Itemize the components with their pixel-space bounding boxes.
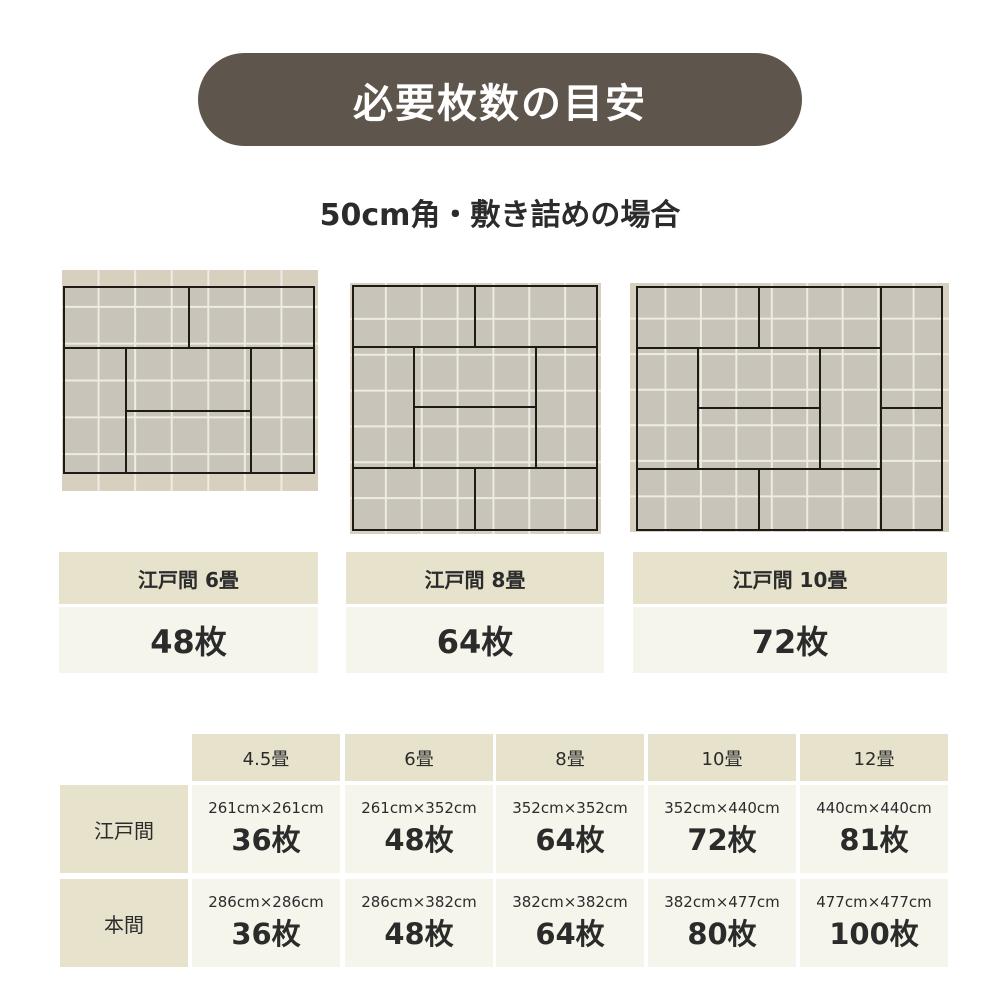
- tile-count: 36枚: [231, 823, 301, 857]
- column-header: 6畳: [345, 734, 493, 781]
- card-6jo: 江戸間 6畳 48枚: [59, 552, 318, 673]
- card-8jo: 江戸間 8畳 64枚: [346, 552, 604, 673]
- card-count: 72枚: [633, 607, 947, 673]
- room-size: 286cm×286cm: [208, 893, 324, 911]
- layout-diagram-10jo: [630, 283, 949, 532]
- room-size: 352cm×352cm: [512, 799, 628, 817]
- table-cell: 286cm×382cm 48枚: [345, 879, 493, 967]
- card-label: 江戸間 10畳: [633, 552, 947, 604]
- tile-count: 48枚: [384, 917, 454, 951]
- tile-count: 72枚: [687, 823, 757, 857]
- room-size: 261cm×261cm: [208, 799, 324, 817]
- tile-count: 64枚: [535, 823, 605, 857]
- card-count: 64枚: [346, 607, 604, 673]
- table-cell: 382cm×382cm 64枚: [496, 879, 644, 967]
- tile-count: 100枚: [829, 917, 919, 951]
- column-header: 8畳: [496, 734, 644, 781]
- table-cell: 352cm×440cm 72枚: [648, 785, 796, 873]
- table-cell: 477cm×477cm 100枚: [800, 879, 948, 967]
- tile-count: 80枚: [687, 917, 757, 951]
- column-header: 12畳: [800, 734, 948, 781]
- card-label: 江戸間 8畳: [346, 552, 604, 604]
- subtitle: 50cm角・敷き詰めの場合: [319, 198, 681, 233]
- room-size: 286cm×382cm: [361, 893, 477, 911]
- card-10jo: 江戸間 10畳 72枚: [633, 552, 947, 673]
- card-label: 江戸間 6畳: [59, 552, 318, 604]
- title: 必要枚数の目安: [353, 80, 647, 127]
- room-size: 382cm×477cm: [664, 893, 780, 911]
- layout-diagram-6jo: [62, 270, 318, 491]
- room-size: 382cm×382cm: [512, 893, 628, 911]
- tile-count: 48枚: [384, 823, 454, 857]
- row-header: 江戸間: [60, 785, 188, 873]
- table-cell: 382cm×477cm 80枚: [648, 879, 796, 967]
- row-header: 本間: [60, 879, 188, 967]
- layout-diagram-8jo: [350, 283, 601, 534]
- tile-count: 36枚: [231, 917, 301, 951]
- card-count: 48枚: [59, 607, 318, 673]
- room-size: 261cm×352cm: [361, 799, 477, 817]
- table-cell: 440cm×440cm 81枚: [800, 785, 948, 873]
- table-cell: 261cm×261cm 36枚: [192, 785, 340, 873]
- table-cell: 261cm×352cm 48枚: [345, 785, 493, 873]
- title-banner: 必要枚数の目安: [198, 53, 802, 146]
- column-header: 10畳: [648, 734, 796, 781]
- room-size: 352cm×440cm: [664, 799, 780, 817]
- room-size: 440cm×440cm: [816, 799, 932, 817]
- table-cell: 286cm×286cm 36枚: [192, 879, 340, 967]
- tile-count: 81枚: [839, 823, 909, 857]
- column-header: 4.5畳: [192, 734, 340, 781]
- tile-count: 64枚: [535, 917, 605, 951]
- room-size: 477cm×477cm: [816, 893, 932, 911]
- table-cell: 352cm×352cm 64枚: [496, 785, 644, 873]
